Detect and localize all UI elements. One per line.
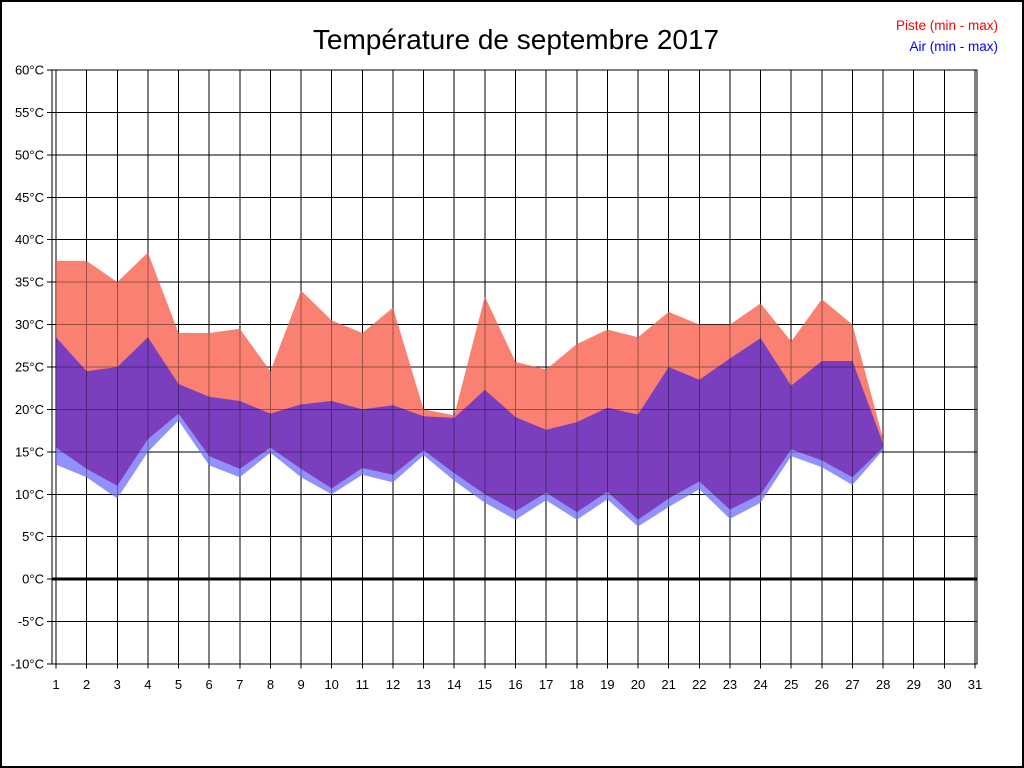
x-tick-label: 3	[114, 677, 121, 692]
y-tick-label: 55°C	[15, 105, 44, 120]
legend-piste-label: Piste (min - max)	[896, 18, 998, 33]
chart-title: Température de septembre 2017	[313, 24, 719, 55]
y-tick-label: 50°C	[15, 147, 44, 162]
x-tick-label: 18	[570, 677, 584, 692]
x-tick-label: 2	[83, 677, 90, 692]
x-tick-label: 16	[508, 677, 522, 692]
y-tick-label: 15°C	[15, 444, 44, 459]
x-tick-label: 23	[723, 677, 737, 692]
y-tick-label: -10°C	[11, 657, 44, 672]
axis-ticks	[47, 69, 976, 669]
temperature-bands	[56, 252, 884, 527]
y-axis-labels: 60°C 55°C 50°C 45°C 40°C 35°C 30°C 25°C 20°C 15°C…	[11, 63, 44, 672]
x-tick-label: 12	[386, 677, 400, 692]
y-tick-label: 40°C	[15, 232, 44, 247]
x-tick-label: 13	[416, 677, 430, 692]
x-tick-label: 20	[631, 677, 645, 692]
y-tick-label: 5°C	[22, 529, 44, 544]
x-tick-label: 31	[968, 677, 982, 692]
legend: Piste (min - max) Air (min - max)	[896, 18, 998, 54]
y-tick-label: 35°C	[15, 275, 44, 290]
x-tick-label: 15	[478, 677, 492, 692]
y-tick-label: 25°C	[15, 360, 44, 375]
x-tick-label: 19	[600, 677, 614, 692]
y-tick-label: 60°C	[15, 63, 44, 78]
x-tick-label: 10	[324, 677, 338, 692]
y-tick-label: 10°C	[15, 487, 44, 502]
x-tick-label: 6	[206, 677, 213, 692]
x-tick-label: 26	[815, 677, 829, 692]
x-tick-label: 5	[175, 677, 182, 692]
x-tick-label: 4	[144, 677, 151, 692]
x-tick-label: 24	[753, 677, 767, 692]
x-tick-label: 11	[356, 677, 370, 692]
x-tick-label: 28	[876, 677, 890, 692]
x-tick-label: 9	[297, 677, 304, 692]
gridlines-over	[52, 69, 977, 665]
legend-air-label: Air (min - max)	[910, 39, 999, 54]
x-axis-labels: 1 2 3 4 5 6 7 8 9 10 11 12 13 14 15 16 17 18 19 20 21 22 23 24 2…	[52, 677, 982, 692]
x-tick-label: 30	[937, 677, 951, 692]
y-tick-label: 20°C	[15, 402, 44, 417]
overlap-band	[56, 337, 884, 520]
x-tick-label: 17	[539, 677, 553, 692]
x-tick-label: 21	[661, 677, 675, 692]
x-tick-label: 8	[267, 677, 274, 692]
y-tick-label: 30°C	[15, 317, 44, 332]
x-tick-label: 22	[692, 677, 706, 692]
y-tick-label: 45°C	[15, 190, 44, 205]
x-tick-label: 1	[52, 677, 59, 692]
x-tick-label: 27	[845, 677, 859, 692]
x-tick-label: 7	[236, 677, 243, 692]
y-tick-label: -5°C	[18, 614, 44, 629]
y-tick-label: 0°C	[22, 572, 44, 587]
x-tick-label: 14	[447, 677, 461, 692]
x-tick-label: 29	[906, 677, 920, 692]
x-tick-label: 25	[784, 677, 798, 692]
